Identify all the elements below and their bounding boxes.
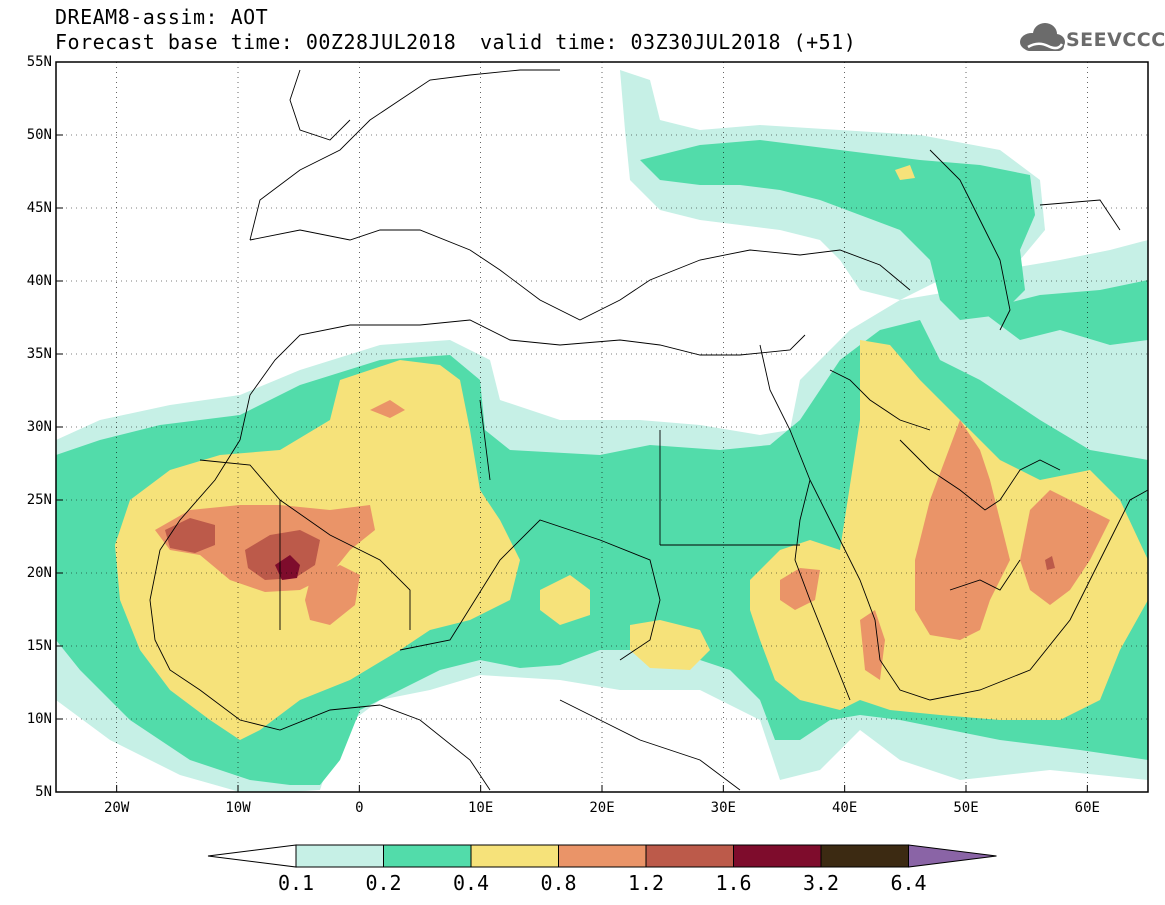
lon-label: 50E xyxy=(953,800,979,816)
colorbar-swatch xyxy=(470,844,559,868)
coastlines xyxy=(149,69,1148,791)
colorbar-low-arrow xyxy=(207,844,297,868)
graticule xyxy=(56,61,1148,793)
lon-label: 10E xyxy=(468,800,494,816)
colorbar-high-arrow xyxy=(908,844,997,868)
lat-label: 55N xyxy=(26,54,52,70)
valid-time: valid time: 03Z30JUL2018 (+51) xyxy=(480,30,857,54)
lon-label: 60E xyxy=(1074,800,1100,816)
lon-label: 20E xyxy=(589,800,615,816)
colorbar-swatch xyxy=(383,844,472,868)
lon-label: 30E xyxy=(710,800,736,816)
lat-label: 35N xyxy=(26,346,52,362)
lat-label: 40N xyxy=(26,273,52,289)
lon-label: 40E xyxy=(832,800,858,816)
forecast-base-time: Forecast base time: 00Z28JUL2018 xyxy=(55,30,457,54)
lat-label: 15N xyxy=(26,638,52,654)
map-title: DREAM8-assim: AOT xyxy=(55,5,269,29)
colorbar-tick-label: 1.6 xyxy=(715,871,752,895)
colorbar-tick-label: 0.2 xyxy=(365,871,402,895)
colorbar-tick-label: 0.8 xyxy=(540,871,577,895)
lon-label: 10W xyxy=(225,800,251,816)
lon-label: 0 xyxy=(355,800,364,816)
lat-label: 50N xyxy=(26,127,52,143)
lon-label: 20W xyxy=(104,800,130,816)
lat-label: 20N xyxy=(26,565,52,581)
lat-label: 10N xyxy=(26,711,52,727)
lat-label: 25N xyxy=(26,492,52,508)
logo-text: SEEVCCC xyxy=(1066,29,1165,51)
aot-level-1.6 xyxy=(275,555,300,580)
colorbar-tick-label: 0.4 xyxy=(452,871,490,895)
lat-label: 5N xyxy=(35,784,52,800)
aot-level-1.2 xyxy=(165,518,1055,580)
colorbar-tick-label: 6.4 xyxy=(890,871,927,895)
colorbar-tick-label: 3.2 xyxy=(802,871,840,895)
aot-field xyxy=(56,70,1148,792)
colorbar xyxy=(207,844,997,868)
colorbar-swatch xyxy=(645,844,734,868)
colorbar-swatch xyxy=(558,844,647,868)
colorbar-swatch xyxy=(295,844,384,868)
colorbar-swatch xyxy=(820,844,909,868)
colorbar-tick-label: 1.2 xyxy=(627,871,665,895)
colorbar-tick-label: 0.1 xyxy=(277,871,315,895)
lat-label: 30N xyxy=(26,419,52,435)
colorbar-swatch xyxy=(733,844,822,868)
lat-label: 45N xyxy=(26,200,52,216)
cloud-icon xyxy=(1020,23,1065,51)
